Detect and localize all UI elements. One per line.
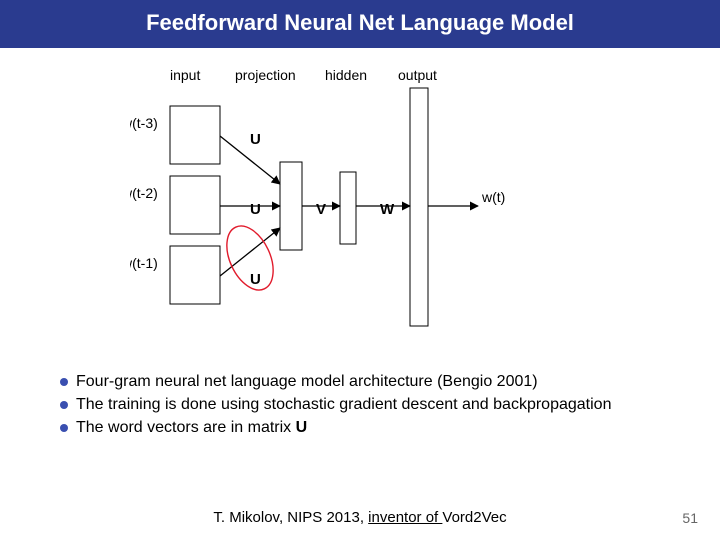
svg-text:U: U	[250, 271, 261, 288]
svg-text:W: W	[380, 201, 395, 218]
svg-text:V: V	[316, 201, 326, 218]
bullet-list: Four-gram neural net language model arch…	[60, 372, 680, 438]
svg-text:hidden: hidden	[325, 67, 367, 83]
citation: T. Mikolov, NIPS 2013, inventor of Vord2…	[0, 509, 720, 526]
bullet-item: The word vectors are in matrix U	[60, 418, 680, 439]
nn-diagram: input projection hidden output w(t-3) w(t-2) w…	[130, 66, 610, 366]
svg-text:w(t-2): w(t-2)	[130, 185, 158, 201]
slide-title: Feedforward Neural Net Language Model	[0, 0, 720, 48]
diagram-svg: input projection hidden output w(t-3) w(t-2) w…	[130, 66, 610, 366]
bullet-item: Four-gram neural net language model arch…	[60, 372, 680, 393]
svg-text:w(t-1): w(t-1)	[130, 255, 158, 271]
svg-text:input: input	[170, 67, 200, 83]
svg-text:U: U	[250, 131, 261, 148]
svg-text:projection: projection	[235, 67, 296, 83]
svg-text:output: output	[398, 67, 437, 83]
svg-text:w(t-3): w(t-3)	[130, 115, 158, 131]
bullet-item: The training is done using stochastic gr…	[60, 395, 680, 416]
svg-text:w(t): w(t)	[481, 189, 505, 205]
page-number: 51	[682, 510, 698, 526]
svg-text:U: U	[250, 201, 261, 218]
